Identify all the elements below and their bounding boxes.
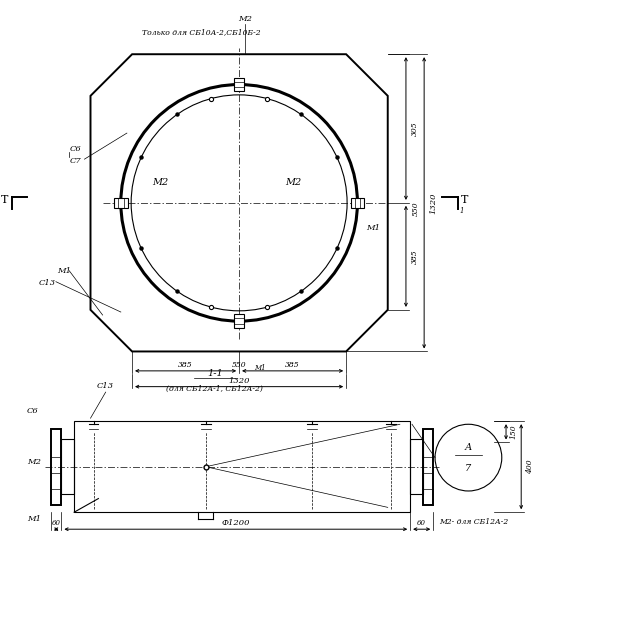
Text: 1: 1	[460, 207, 465, 215]
Bar	[234, 315, 244, 328]
Text: М1: М1	[366, 224, 381, 232]
Text: 150: 150	[509, 425, 517, 439]
Text: 385: 385	[286, 362, 300, 369]
Text: 305: 305	[412, 121, 420, 136]
Text: 1320: 1320	[430, 192, 438, 214]
Text: М2: М2	[286, 177, 302, 187]
Bar	[410, 439, 423, 494]
Text: 60: 60	[417, 519, 426, 527]
Bar	[114, 198, 127, 208]
Text: 7: 7	[465, 464, 472, 473]
Text: Только для СБ10А-2,СБ10Б-2: Только для СБ10А-2,СБ10Б-2	[142, 28, 261, 36]
Text: А: А	[465, 443, 472, 452]
Text: (для СБ12А-1, СБ12А-2): (для СБ12А-1, СБ12А-2)	[166, 385, 263, 393]
Text: М2: М2	[238, 15, 252, 23]
Text: 400: 400	[526, 459, 534, 474]
Text: М2: М2	[152, 177, 168, 187]
Text: М2- для СБ12А-2: М2- для СБ12А-2	[439, 519, 509, 527]
Bar	[234, 78, 244, 91]
Text: М1: М1	[254, 364, 266, 372]
Text: М1: М1	[57, 266, 71, 274]
Text: Т: Т	[460, 195, 468, 205]
Text: 550: 550	[232, 362, 247, 369]
Text: 385: 385	[179, 362, 193, 369]
Text: C13: C13	[97, 382, 114, 390]
Text: М2: М2	[27, 458, 41, 466]
Text: 1320: 1320	[229, 377, 250, 385]
Bar	[74, 421, 410, 512]
Bar	[51, 428, 61, 505]
Text: М1: М1	[27, 515, 41, 523]
Text: С7: С7	[69, 158, 81, 166]
Text: С6: С6	[69, 145, 81, 153]
Bar	[61, 439, 74, 494]
Bar	[351, 198, 364, 208]
Text: С13: С13	[39, 279, 56, 287]
Text: 550: 550	[412, 201, 420, 216]
Text: 1-1: 1-1	[207, 369, 222, 378]
Text: С6: С6	[27, 407, 38, 415]
Bar	[423, 428, 433, 505]
Text: 385: 385	[412, 249, 420, 264]
Text: Т: Т	[1, 195, 9, 205]
Text: 60: 60	[52, 519, 61, 527]
Text: Ф1200: Ф1200	[222, 519, 250, 527]
